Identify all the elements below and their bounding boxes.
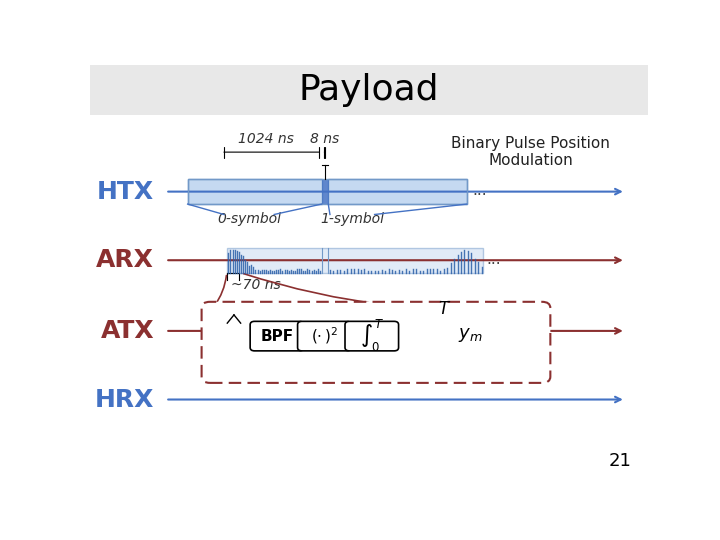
FancyBboxPatch shape [202,302,550,383]
Bar [227,248,483,273]
Text: $(\cdot\,)^2$: $(\cdot\,)^2$ [311,326,338,347]
FancyBboxPatch shape [345,321,399,351]
Text: Payload: Payload [299,73,439,107]
Text: Binary Pulse Position
Modulation: Binary Pulse Position Modulation [451,136,611,168]
Text: HTX: HTX [97,180,154,204]
Text: ...: ... [486,252,501,267]
Bar [188,179,467,204]
Text: 1024 ns: 1024 ns [238,132,294,146]
Text: ~70 ns: ~70 ns [230,278,280,292]
Text: BPF: BPF [261,329,294,343]
Bar [188,179,322,204]
Text: $T$: $T$ [438,300,451,319]
Bar [328,179,467,204]
Text: $\int_0^T$: $\int_0^T$ [359,318,384,354]
Text: ATX: ATX [101,319,154,343]
Bar [90,65,648,114]
Text: ...: ... [472,183,487,198]
Text: 21: 21 [608,452,631,470]
FancyBboxPatch shape [250,321,304,351]
Text: HRX: HRX [95,388,154,411]
FancyBboxPatch shape [297,321,351,351]
Text: ARX: ARX [96,248,154,272]
Bar [322,179,328,204]
Text: 1-symbol: 1-symbol [320,212,384,226]
Text: $y_m$: $y_m$ [459,326,483,344]
Text: 8 ns: 8 ns [310,132,340,146]
Text: 0-symbol: 0-symbol [217,212,281,226]
